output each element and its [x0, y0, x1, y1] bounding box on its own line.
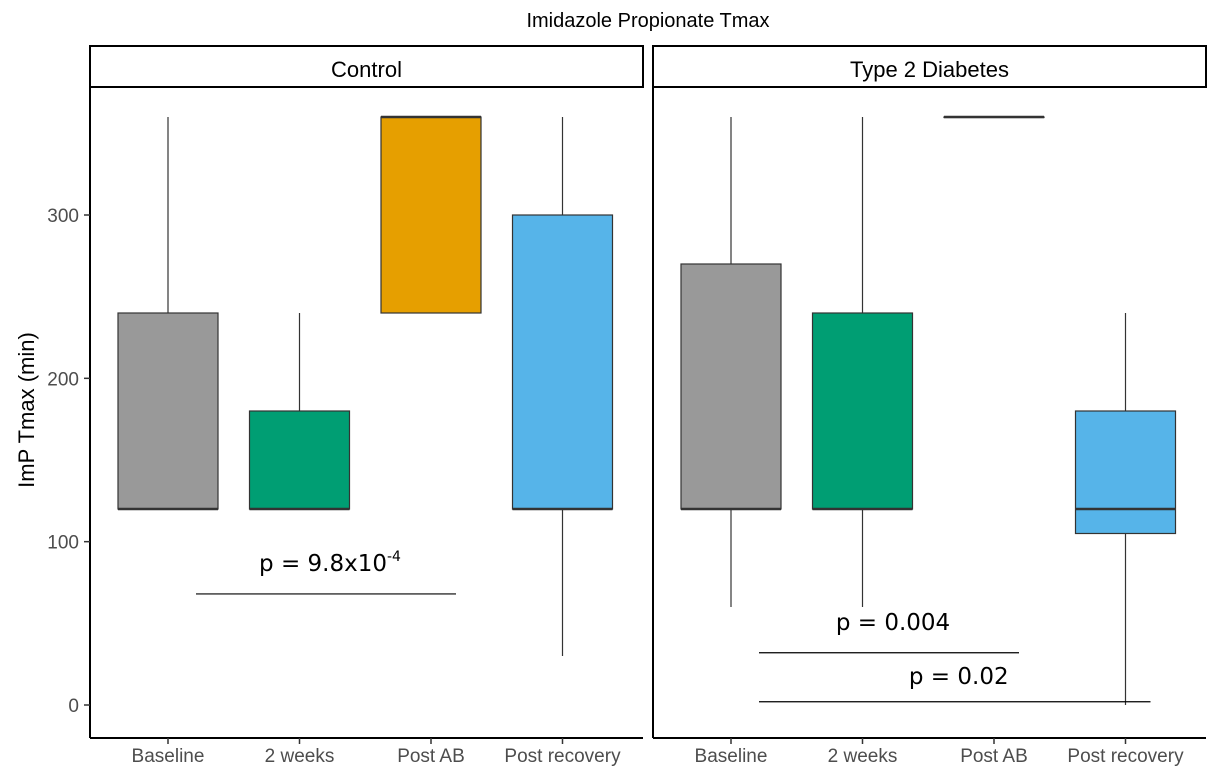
box-type-2-diabetes-2-weeks-body: [811, 312, 914, 510]
box-type-2-diabetes-post-recovery-body: [1074, 410, 1177, 535]
box-type-2-diabetes-post-ab: [943, 115, 1045, 119]
p-value-control-0-exponent: -4: [387, 549, 401, 565]
box-control-post-recovery-body: [511, 214, 614, 510]
strip-type-2-diabetes: [652, 45, 1207, 88]
x-tick-label-type-2-diabetes-post-recovery: Post recovery: [1067, 746, 1184, 767]
strip-label-type-2-diabetes: Type 2 Diabetes: [850, 57, 1009, 82]
p-value-type-2-diabetes-0-label: p = 0.004: [836, 610, 950, 636]
strip-label-control: Control: [331, 57, 402, 82]
box-control-post-ab: [380, 115, 482, 314]
box-type-2-diabetes-2-weeks: [811, 117, 914, 607]
box-control-post-ab-body: [380, 116, 482, 314]
p-value-control-0-label: p = 9.8x10-4: [259, 549, 401, 577]
x-tick-label-type-2-diabetes-2-weeks: 2 weeks: [828, 746, 898, 767]
box-type-2-diabetes-post-recovery: [1074, 313, 1177, 705]
x-tick-label-type-2-diabetes-baseline: Baseline: [695, 746, 768, 767]
y-axis-label: ImP Tmax (min): [14, 332, 39, 488]
plot-layer: 0 100 200 300 Control Baseline 2 weeks Post AB P…: [47, 45, 1207, 767]
box-control-baseline: [117, 117, 219, 511]
box-control-baseline-body: [117, 312, 219, 510]
x-tick-label-control-2-weeks: 2 weeks: [265, 746, 335, 767]
box-type-2-diabetes-baseline: [680, 117, 782, 607]
box-control-2-weeks-body: [248, 410, 351, 510]
x-tick-label-type-2-diabetes-post-ab: Post AB: [960, 746, 1028, 767]
box-control-2-weeks: [248, 313, 351, 511]
x-tick-label-control-baseline: Baseline: [132, 746, 205, 767]
x-tick-label-control-post-ab: Post AB: [397, 746, 465, 767]
y-tick-label-100: 100: [47, 533, 79, 554]
y-tick-label-200: 200: [47, 369, 79, 390]
chart-title: Imidazole Propionate Tmax: [526, 10, 769, 32]
x-tick-label-control-post-recovery: Post recovery: [504, 746, 621, 767]
y-tick-label-0: 0: [68, 696, 79, 717]
box-control-post-recovery: [511, 117, 614, 656]
strip-control: [89, 45, 644, 88]
box-type-2-diabetes-baseline-body: [680, 263, 782, 510]
y-tick-label-300: 300: [47, 206, 79, 227]
p-value-type-2-diabetes-1-label: p = 0.02: [909, 664, 1009, 690]
